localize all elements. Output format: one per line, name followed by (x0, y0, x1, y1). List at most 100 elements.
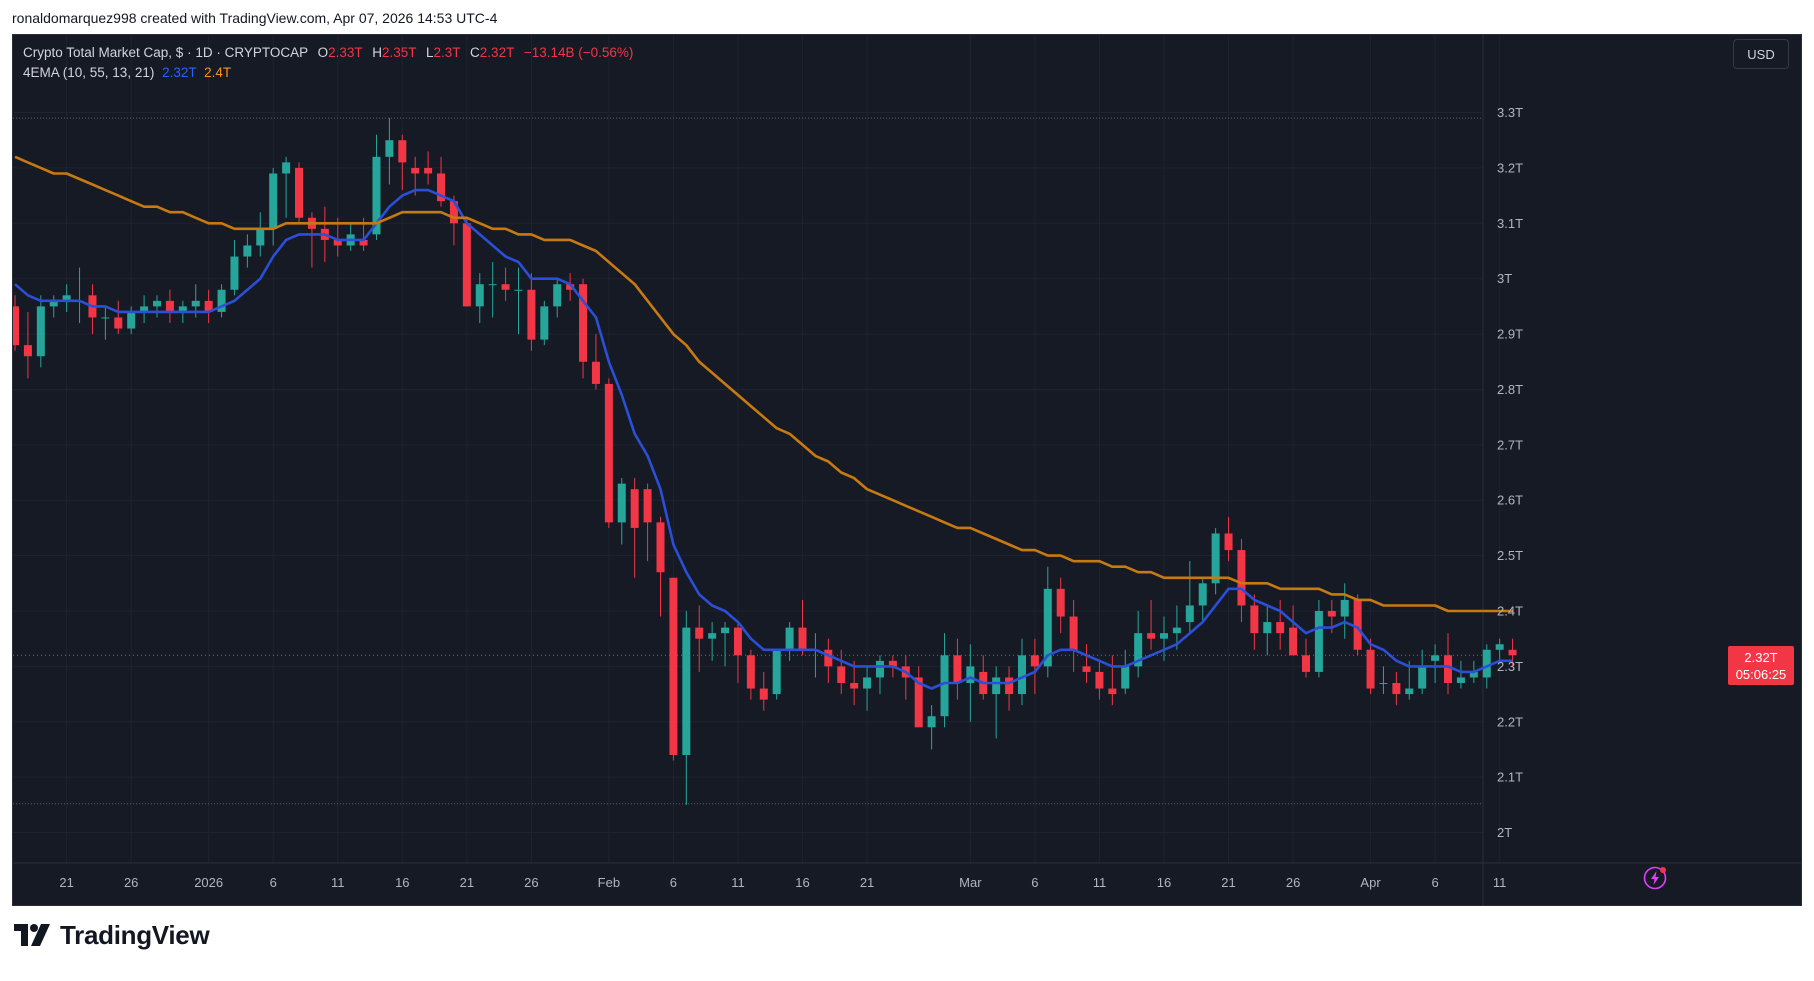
candle (1276, 599, 1285, 650)
time-tick-label: 6 (670, 875, 677, 890)
price-tick-label: 3.2T (1497, 160, 1523, 175)
price-tick-label: 3T (1497, 271, 1512, 286)
close-value: 2.32T (479, 45, 515, 60)
candle-body (411, 167, 420, 174)
candle (475, 273, 484, 323)
candle-body (1134, 633, 1143, 667)
candle (1211, 527, 1220, 595)
candle-body (1469, 671, 1478, 678)
candle (204, 289, 213, 323)
indicator-name[interactable]: 4EMA (10, 55, 13, 21) (23, 65, 155, 80)
candle-body (656, 522, 665, 573)
reference-lines (13, 117, 1483, 805)
candle-body (850, 683, 859, 689)
candle (682, 611, 691, 805)
candle (1237, 539, 1246, 623)
candles (13, 118, 1517, 805)
candle-body (269, 173, 278, 229)
brand-logo[interactable]: TradingView (14, 918, 210, 952)
high-value: 2.35T (381, 45, 417, 60)
symbol-title[interactable]: Crypto Total Market Cap, $ · 1D · CRYPTO… (23, 45, 308, 60)
candle (940, 633, 949, 728)
candle (992, 666, 1001, 739)
candle (759, 671, 768, 711)
candle-body (1392, 683, 1401, 695)
ema-lines (14, 155, 1513, 690)
candle (604, 378, 613, 528)
candle (824, 638, 833, 683)
candle (437, 156, 446, 207)
candle (1302, 638, 1310, 678)
candle-body (1185, 605, 1194, 623)
candle-body (1418, 666, 1427, 689)
open-value: 2.33T (328, 45, 363, 60)
ema-slow-value: 2.4T (204, 65, 232, 80)
last-price-badge: 2.32T 05:06:25 (1728, 646, 1794, 685)
time-tick-label: 16 (795, 875, 809, 890)
time-tick-label: 11 (731, 875, 745, 890)
candle (488, 262, 497, 318)
candle (914, 666, 923, 728)
candle (1069, 599, 1078, 672)
candle-body (1108, 688, 1117, 695)
candle (695, 605, 704, 672)
last-price-value: 2.32T (1744, 649, 1778, 665)
candle (540, 300, 549, 346)
candle-body (1508, 649, 1517, 656)
candle-body (1495, 644, 1504, 650)
indicator-legend-row[interactable]: 4EMA (10, 55, 13, 21) 2.32T 2.4T (23, 63, 633, 83)
candle (165, 289, 174, 323)
price-tick-label: 2.9T (1497, 327, 1523, 342)
candle (1495, 638, 1504, 661)
symbol-legend-row[interactable]: Crypto Total Market Cap, $ · 1D · CRYPTO… (23, 43, 633, 63)
candle-body (695, 627, 704, 639)
candlestick-chart[interactable]: 2T 2.1T 2.2T 2.3T 2.4T 2.5T 2.6T 2.7T 2.8T 2.9T 3T… (13, 35, 1801, 905)
low-value: 2.3T (433, 45, 461, 60)
candle-body (682, 627, 691, 755)
candle (217, 284, 226, 318)
time-tick-label: 21 (860, 875, 874, 890)
candle (1030, 638, 1039, 695)
candle-body (927, 716, 936, 728)
candle-body (643, 489, 652, 523)
price-tick-label: 3.1T (1497, 216, 1523, 231)
candle (798, 599, 807, 656)
time-axis[interactable]: 21 26 2026 6 11 16 21 26 Feb 6 11 16 21 Mar 6 11 16 21 26 A… (59, 875, 1506, 890)
candle-body (1017, 655, 1026, 695)
candle-body (295, 167, 304, 218)
time-tick-label: 2026 (194, 875, 223, 890)
price-tick-label: 2.6T (1497, 493, 1523, 508)
candle (850, 660, 859, 706)
candle (656, 516, 665, 617)
candle-body (101, 317, 110, 319)
candle-body (424, 167, 433, 174)
price-axis[interactable]: 2T 2.1T 2.2T 2.3T 2.4T 2.5T 2.6T 2.7T 2.8T 2.9T 3T… (1497, 105, 1523, 840)
candle (1431, 644, 1440, 683)
candle (811, 633, 820, 678)
currency-button[interactable]: USD (1733, 39, 1789, 69)
candle (1172, 605, 1181, 650)
candle-body (501, 284, 510, 290)
price-tick-label: 2T (1497, 825, 1512, 840)
candle-body (837, 666, 846, 683)
candle-body (1314, 611, 1323, 672)
price-tick-label: 2.8T (1497, 382, 1523, 397)
time-tick-label: Mar (959, 875, 982, 890)
chart-panel[interactable]: 2T 2.1T 2.2T 2.3T 2.4T 2.5T 2.6T 2.7T 2.8T 2.9T 3T… (12, 34, 1802, 906)
candle (591, 334, 600, 390)
candle-body (1198, 583, 1207, 606)
candle-body (1030, 655, 1039, 667)
candle-body (591, 361, 600, 384)
candle (1224, 516, 1233, 562)
candle-body (1456, 677, 1465, 683)
candle-body (62, 295, 71, 301)
candle (1418, 649, 1427, 695)
candle (875, 655, 884, 695)
candle-body (708, 633, 717, 639)
candle (553, 278, 562, 318)
ema-fast-line (14, 188, 1513, 690)
time-tick-label: 16 (1157, 875, 1171, 890)
lightning-icon[interactable] (1642, 865, 1668, 891)
candle-body (449, 201, 458, 224)
candle-body (1263, 622, 1272, 634)
